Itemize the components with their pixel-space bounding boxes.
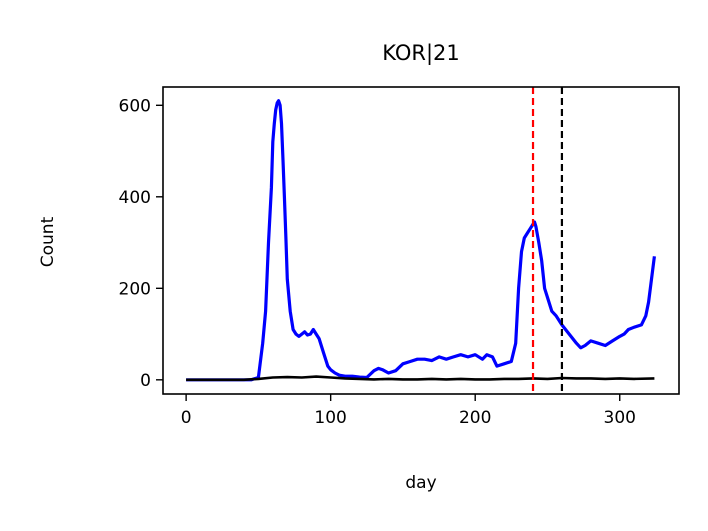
chart-title: KOR|21	[382, 41, 460, 66]
x-tick-label: 0	[181, 408, 192, 428]
axes-frame	[162, 86, 680, 395]
x-tick-label: 200	[459, 408, 491, 428]
y-axis-label: Count	[38, 216, 58, 267]
x-tick-label: 100	[314, 408, 346, 428]
y-tick-label: 0	[140, 371, 151, 391]
x-axis-label: day	[405, 473, 436, 493]
series-line-2	[186, 375, 655, 382]
x-tick-label: 300	[604, 408, 636, 428]
y-tick-label: 600	[119, 96, 151, 116]
y-tick-label: 400	[119, 188, 151, 208]
plot-area: 0 100 200 300 0 200 400 600	[119, 86, 680, 428]
y-tick-label: 200	[119, 279, 151, 299]
series-line-1	[186, 99, 656, 382]
